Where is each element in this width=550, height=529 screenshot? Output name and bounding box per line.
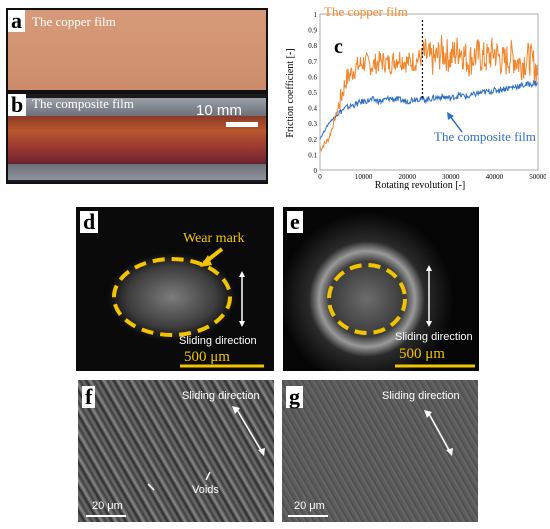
x-tick-label: 50000: [529, 173, 546, 181]
sliding-direction-label-f: Sliding direction: [182, 390, 260, 402]
panel-label-a: a: [8, 10, 25, 32]
wear-mark-label: Wear mark: [183, 231, 245, 246]
sliding-direction-arrow-g: [427, 411, 451, 453]
photo-copper-film: a The copper film: [6, 8, 268, 92]
wear-mark-arrowhead: [200, 255, 212, 267]
x-tick-label: 20000: [398, 173, 416, 181]
plot-frame: [319, 13, 539, 171]
y-tick-label: 0.6: [308, 73, 317, 81]
composite-film-top-band: [8, 98, 266, 116]
micrograph-wear-composite: e Sliding direction 500 μm: [283, 207, 479, 371]
scale-label-f: 20 μm: [92, 500, 123, 512]
y-tick-label: 0.5: [308, 89, 317, 97]
panel-label-b: b: [8, 94, 27, 116]
scale-label-g: 20 μm: [294, 500, 325, 512]
legend-arrowhead-composite: [447, 112, 454, 120]
sem-overlay-f: [86, 406, 265, 517]
series-line-copper: [319, 35, 539, 153]
photo-scale-bar: [226, 122, 258, 127]
y-tick-label: 0.3: [308, 120, 317, 128]
panel-label-f: f: [82, 386, 96, 408]
scale-label-e: 500 μm: [399, 346, 445, 362]
y-tick-label: 0: [314, 167, 318, 175]
x-axis-label: Rotating revolution [-]: [375, 180, 466, 190]
y-tick-label: 0.9: [308, 27, 317, 35]
scale-label-d: 500 μm: [184, 349, 230, 365]
wear-mark-ellipse: [112, 257, 232, 337]
wear-mark-overlay-e: [327, 263, 475, 368]
y-tick-label: 1: [314, 11, 318, 19]
panel-label-c: c: [334, 36, 343, 58]
panel-label-e: e: [287, 211, 303, 233]
sem-copper: f Sliding direction Voids 20 μm: [78, 380, 274, 522]
panel-label-d: d: [80, 211, 99, 233]
x-tick-label: 0: [318, 173, 322, 181]
y-axis-label: Friction coefficient [-]: [285, 48, 296, 137]
y-tick-label: 0.8: [308, 42, 317, 50]
composite-film-caption: The composite film: [32, 96, 134, 111]
micrograph-wear-copper: d Wear mark Sliding direction 500 μm: [76, 207, 274, 371]
wear-mark-ellipse-e: [327, 263, 407, 335]
x-tick-label: 30000: [442, 173, 460, 181]
y-tick-label: 0.1: [308, 151, 317, 159]
sliding-direction-label-g: Sliding direction: [382, 390, 460, 402]
copper-film-caption: The copper film: [32, 14, 116, 29]
sem-composite: g Sliding direction 20 μm: [282, 380, 478, 522]
x-tick-label: 10000: [355, 173, 373, 181]
y-tick-label: 0.7: [308, 58, 317, 66]
panel-label-g: g: [286, 386, 303, 408]
legend-composite: The composite film: [434, 129, 536, 144]
wear-mark-overlay: [112, 247, 264, 368]
y-tick-label: 0.4: [308, 105, 317, 113]
legend-copper: The copper film: [324, 4, 408, 19]
legend-arrow-composite: [449, 115, 463, 133]
composite-film-strip: [8, 116, 266, 164]
photo-scale-label: 10 mm: [196, 102, 242, 119]
sliding-direction-arrow-f: [235, 407, 263, 453]
sem-overlay-g: [288, 410, 453, 517]
series-line-composite: [319, 79, 539, 140]
composite-film-bottom-band: [8, 164, 266, 180]
y-tick-label: 0.2: [308, 136, 317, 144]
voids-label: Voids: [192, 484, 219, 496]
photo-composite-film: b The composite film 10 mm: [6, 92, 268, 184]
friction-chart-svg: 0 0.1 0.2 0.3 0.4 0.5 0.6 0.7 0.8 0.9 1 0 10000 20000…: [285, 4, 546, 190]
friction-chart: 0 0.1 0.2 0.3 0.4 0.5 0.6 0.7 0.8 0.9 1 0 10000 20000…: [284, 4, 546, 190]
sliding-direction-label-e: Sliding direction: [395, 331, 473, 343]
x-tick-label: 40000: [486, 173, 504, 181]
sliding-direction-label-d: Sliding direction: [179, 335, 257, 347]
